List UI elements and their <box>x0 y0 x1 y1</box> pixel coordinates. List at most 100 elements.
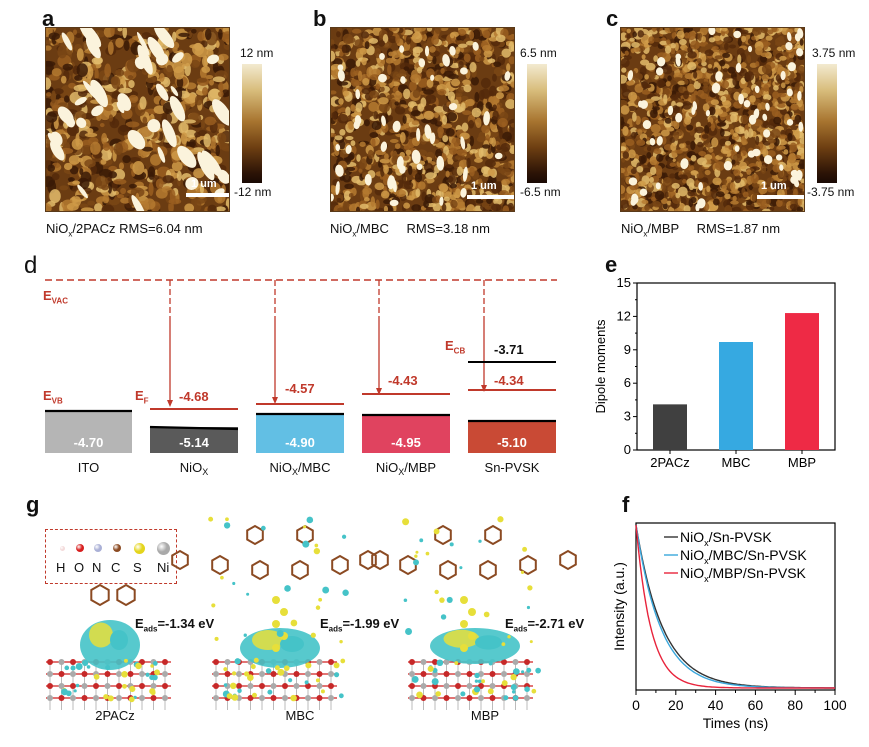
caption-a: NiOx/2PACz RMS=6.04 nm <box>46 221 203 239</box>
evac-label: EVAC <box>43 288 68 306</box>
atom-symbol-ni: Ni <box>157 560 170 575</box>
panel-label-b: b <box>313 6 327 31</box>
caption-c-rest: /MBP <box>647 221 679 236</box>
ef-value-niox: -4.68 <box>179 389 209 404</box>
legend-label-1: NiOx/MBC/Sn-PVSK <box>680 547 807 566</box>
bar-mbp <box>785 313 819 450</box>
x-tick-label: 20 <box>668 697 684 713</box>
y-tick-label: 6 <box>624 375 631 390</box>
panel-label-f: f <box>622 492 630 517</box>
y-axis-label: Intensity (a.u.) <box>611 562 627 651</box>
panel-label-a: a <box>42 6 55 31</box>
colorbar-min-c: -3.75 nm <box>807 185 855 199</box>
x-axis-label: Times (ns) <box>703 715 769 731</box>
atom-symbol-o: O <box>74 560 85 575</box>
vb-value-niox: -5.14 <box>179 435 209 450</box>
caption-a-rest: /2PACz <box>72 221 116 236</box>
x-tick-label: 80 <box>787 697 803 713</box>
y-tick-label: 0 <box>624 442 631 457</box>
bar-mbc <box>719 342 753 450</box>
charge-density-mbp <box>411 628 541 701</box>
material-label-sn-pvsk: Sn-PVSK <box>484 460 540 475</box>
caption-c-sample: NiO <box>621 221 644 236</box>
x-tick-label: 100 <box>823 697 847 713</box>
structure-label-mbp: MBP <box>470 708 500 723</box>
colorbar-max-c: 3.75 nm <box>812 46 856 60</box>
x-tick-label: MBC <box>722 455 751 470</box>
y-tick-label: 9 <box>624 342 631 357</box>
eads-mbc: Eads=-1.99 eV <box>320 616 400 634</box>
molecule-2pacz <box>90 583 136 607</box>
y-tick-label: 3 <box>624 409 631 424</box>
eads-mbp: Eads=-2.71 eV <box>505 616 585 634</box>
panel-label-g: g <box>26 492 40 517</box>
scale-bar-label-b: 1 um <box>471 180 497 192</box>
y-axis-label: Dipole moments <box>593 319 608 413</box>
energy-bars <box>45 361 556 453</box>
caption-b-sample: NiO <box>330 221 353 236</box>
afm-image-c: 1 um <box>620 27 805 212</box>
eads-2pacz: Eads=-1.34 eV <box>135 616 215 634</box>
y-tick-label: 12 <box>617 308 631 323</box>
caption-a-rms: RMS=6.04 nm <box>119 221 203 236</box>
colorbar-c <box>817 64 837 183</box>
arrow-niox-mbp <box>376 280 382 395</box>
colorbar-a <box>242 64 262 183</box>
caption-c-sub: x <box>643 229 648 239</box>
structure-label-mbc: MBC <box>285 708 315 723</box>
ef-value-niox-mbc: -4.57 <box>285 381 315 396</box>
caption-a-sub: x <box>68 229 73 239</box>
charge-density-2pacz <box>61 620 160 703</box>
bar-2pacz <box>653 404 687 450</box>
vb-bar-1 <box>150 427 238 453</box>
scale-bar-label-c: 1 um <box>761 180 787 192</box>
arrow-sn-pvsk <box>481 280 487 392</box>
ef-value-sn-pvsk: -4.34 <box>494 373 524 388</box>
vb-bar-4 <box>468 421 556 453</box>
atom-symbol-n: N <box>92 560 102 575</box>
legend-label-2: NiOx/MBP/Sn-PVSK <box>680 565 807 584</box>
series-line-2 <box>635 524 835 689</box>
molecule-mbp <box>359 516 577 652</box>
work-function-arrows <box>167 280 487 407</box>
material-label-niox: NiOX <box>179 460 209 477</box>
afm-image-a: 1 um <box>45 27 230 212</box>
ef-label: EF <box>135 388 149 406</box>
vb-value-niox-mbc: -4.90 <box>285 435 315 450</box>
colorbar-max-a: 12 nm <box>240 46 274 60</box>
atom-symbol-s: S <box>133 560 142 575</box>
colorbar-min-b: -6.5 nm <box>520 185 561 199</box>
vb-bar-2 <box>256 414 344 453</box>
atom-legend: H O N C S Ni <box>45 529 177 584</box>
caption-b-rest: /MBC <box>356 221 389 236</box>
atom-symbol-c: C <box>111 560 121 575</box>
molecule-mbc <box>171 516 389 652</box>
ecb-label: ECB <box>445 338 466 356</box>
material-label-ito: ITO <box>77 460 100 475</box>
atom-swatch-h <box>59 545 65 551</box>
panel-label-e: e <box>605 252 618 277</box>
material-label-niox-mbc: NiOX/MBC <box>269 460 331 477</box>
x-tick-label: 40 <box>708 697 724 713</box>
vb-bar-0 <box>45 411 132 453</box>
atom-swatch-c <box>113 544 121 552</box>
x-tick-label: 2PACz <box>650 455 690 470</box>
afm-topography-b <box>331 28 514 211</box>
vb-edge-1 <box>149 425 239 431</box>
evb-label: EVB <box>43 388 63 406</box>
caption-a-sample: NiO <box>46 221 69 236</box>
caption-b-rms: RMS=3.18 nm <box>406 221 490 236</box>
vb-value-ito: -4.70 <box>73 435 104 450</box>
caption-b: NiOx/MBC RMS=3.18 nm <box>330 221 490 239</box>
cb-value-sn-pvsk: -3.71 <box>494 342 524 357</box>
panel-label-d: d <box>24 252 38 279</box>
atom-swatch-s <box>133 542 145 554</box>
afm-image-b: 1 um <box>330 27 515 212</box>
x-tick-label: MBP <box>788 455 816 470</box>
caption-c-rms: RMS=1.87 nm <box>696 221 781 236</box>
colorbar-max-b: 6.5 nm <box>520 46 557 60</box>
atom-symbol-h: H <box>56 560 66 575</box>
x-tick-label: 0 <box>632 697 640 713</box>
energy-level-diagram <box>45 279 557 453</box>
dipole-moment-chart: 0 3 6 9 12 15 2PACz MBC MBP Dipole moments <box>593 275 836 470</box>
